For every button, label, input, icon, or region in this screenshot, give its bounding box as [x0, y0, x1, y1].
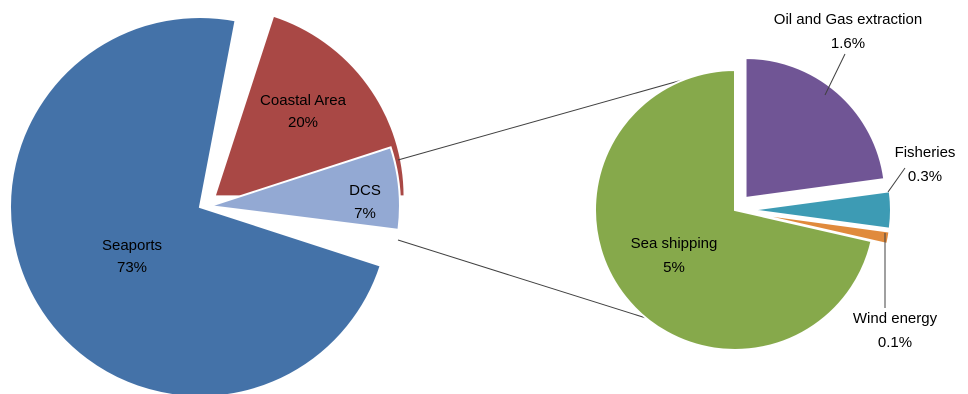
label-seaports-name: Seaports — [102, 237, 162, 254]
connector-line-top — [397, 74, 701, 161]
secondary-pie — [594, 56, 892, 351]
label-oil-and-gas-extraction-name: Oil and Gas extraction — [774, 11, 922, 28]
slice-oil-and-gas-extraction — [744, 56, 886, 200]
label-fisheries-name: Fisheries — [895, 144, 956, 161]
main-pie — [9, 14, 406, 394]
data-labels: Seaports 73% Coastal Area 20% DCS 7% Oil and G… — [102, 11, 955, 351]
slice-seaports — [9, 16, 382, 394]
leader-oil-and-gas — [824, 53, 846, 96]
label-fisheries-percent: 0.3% — [908, 168, 942, 185]
label-dcs-percent: 7% — [354, 205, 376, 222]
slice-dcs — [209, 146, 401, 231]
label-coastal-area-name: Coastal Area — [260, 92, 347, 109]
label-oil-and-gas-extraction-percent: 1.6% — [831, 35, 865, 52]
leader-lines — [824, 53, 906, 308]
label-sea-shipping-percent: 5% — [663, 259, 685, 276]
label-sea-shipping-name: Sea shipping — [631, 235, 718, 252]
label-wind-energy-name: Wind energy — [853, 310, 938, 327]
slice-coastal-area — [213, 14, 406, 198]
label-coastal-area-percent: 20% — [288, 114, 318, 131]
label-wind-energy-percent: 0.1% — [878, 334, 912, 351]
slice-fisheries — [750, 190, 892, 230]
label-seaports-percent: 73% — [117, 259, 147, 276]
label-dcs-name: DCS — [349, 182, 381, 199]
leader-fisheries — [887, 167, 906, 193]
slice-sea-shipping — [594, 68, 873, 351]
